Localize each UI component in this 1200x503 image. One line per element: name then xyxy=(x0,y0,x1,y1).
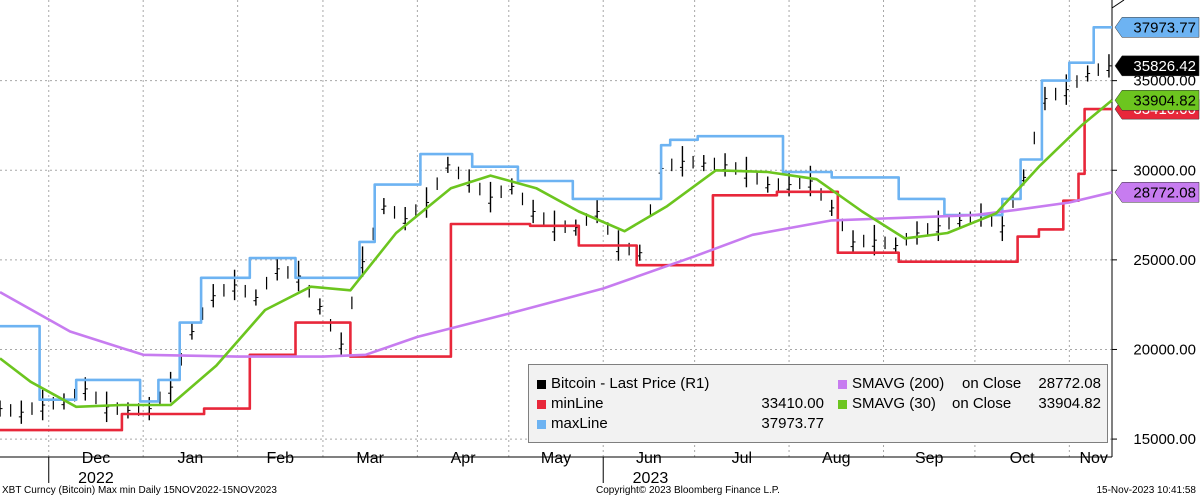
legend-swatch-maxline xyxy=(537,420,546,429)
price-tag-maxline: 37973.77 xyxy=(1114,17,1200,38)
x-tick-label: May xyxy=(541,450,571,467)
x-tick-label: Nov xyxy=(1079,450,1107,467)
legend: Bitcoin - Last Price (R1) minLine maxLin… xyxy=(528,364,1108,443)
series-line-minline xyxy=(0,107,1112,432)
legend-value-sma200: 28772.08 xyxy=(1038,375,1101,392)
series-line-smavg-30 xyxy=(0,99,1113,409)
x-tick-label: Apr xyxy=(451,450,477,467)
price-tag-smavg-200-box xyxy=(1114,182,1200,203)
x-axis-ticks: Dec Jan Feb Mar Apr May Jun Jul Aug Sep Oct Nov 2022… xyxy=(48,450,1108,487)
legend-swatch-sma30 xyxy=(838,400,847,409)
price-tag-maxline-label: 37973.77 xyxy=(1133,19,1196,36)
x-year-label: 2023 xyxy=(633,470,669,487)
legend-swatch-minline xyxy=(537,400,546,409)
price-tag-smavg-200: 28772.08 xyxy=(1114,182,1200,203)
legend-item-sma30: SMAVG (30) on Close 33904.82 xyxy=(838,394,1103,414)
legend-value-sma30: 33904.82 xyxy=(1038,395,1101,412)
x-tick-label: Jun xyxy=(636,450,662,467)
footer-timestamp: 15-Nov-2023 10:41:58 xyxy=(1096,485,1196,496)
plot-frame xyxy=(0,0,1125,458)
price-tag-last-price-box xyxy=(1114,55,1200,77)
legend-swatch-sma200 xyxy=(838,380,847,389)
x-tick-label: Feb xyxy=(266,450,294,467)
footer-copyright: Copyright© 2023 Bloomberg Finance L.P. xyxy=(596,485,780,496)
price-tag-smavg-30: 33904.82 xyxy=(1114,90,1200,111)
price-tag-maxline-box xyxy=(1114,17,1200,38)
legend-label-sma30: SMAVG (30) xyxy=(852,395,936,412)
footer-left: XBT Curncy (Bitcoin) Max min Daily 15NOV… xyxy=(2,485,277,496)
price-tag-last-price-label: 35826.42 xyxy=(1133,58,1196,75)
x-tick-label: Dec xyxy=(82,450,110,467)
y-tick-label: 25000.00 xyxy=(1133,252,1196,269)
x-tick-label: Mar xyxy=(356,450,384,467)
x-tick-label: Jan xyxy=(178,450,204,467)
series-line-maxline xyxy=(0,25,1112,403)
legend-label-sma200: SMAVG (200) xyxy=(852,375,945,392)
x-year-label: 2022 xyxy=(78,470,114,487)
legend-value-maxline: 37973.77 xyxy=(761,415,824,432)
legend-label-bitcoin: Bitcoin - Last Price (R1) xyxy=(551,375,710,392)
y-tick-label: 30000.00 xyxy=(1133,162,1196,179)
y-tick-label: 35000.00 xyxy=(1133,73,1196,90)
y-tick-label: 15000.00 xyxy=(1133,431,1196,448)
price-tag-smavg-30-box xyxy=(1114,90,1200,111)
legend-onclose-sma200: on Close xyxy=(962,375,1022,392)
legend-label-maxline: maxLine xyxy=(551,415,608,432)
price-tag-smavg-30-label: 33904.82 xyxy=(1133,92,1196,109)
x-tick-label: Oct xyxy=(1010,450,1035,467)
legend-value-minline: 33410.00 xyxy=(761,395,824,412)
series-line-smavg-200 xyxy=(0,191,1113,358)
legend-swatch-bitcoin xyxy=(537,380,546,389)
legend-onclose-sma30: on Close xyxy=(952,395,1012,412)
x-tick-label: Jul xyxy=(732,450,752,467)
x-tick-label: Sep xyxy=(915,450,944,467)
y-tick-label: 20000.00 xyxy=(1133,341,1196,358)
series-lines xyxy=(0,25,1113,432)
legend-label-minline: minLine xyxy=(551,395,604,412)
y-axis-ticks: 15000.00 20000.00 25000.00 30000.00 35000.00 xyxy=(1112,73,1196,448)
price-tag-smavg-200-label: 28772.08 xyxy=(1133,184,1196,201)
x-tick-label: Aug xyxy=(822,450,850,467)
legend-item-sma200: SMAVG (200) on Close 28772.08 xyxy=(838,374,1103,394)
y-axis-cap xyxy=(1111,0,1125,9)
price-tag-last-price: 35826.42 xyxy=(1114,55,1200,77)
